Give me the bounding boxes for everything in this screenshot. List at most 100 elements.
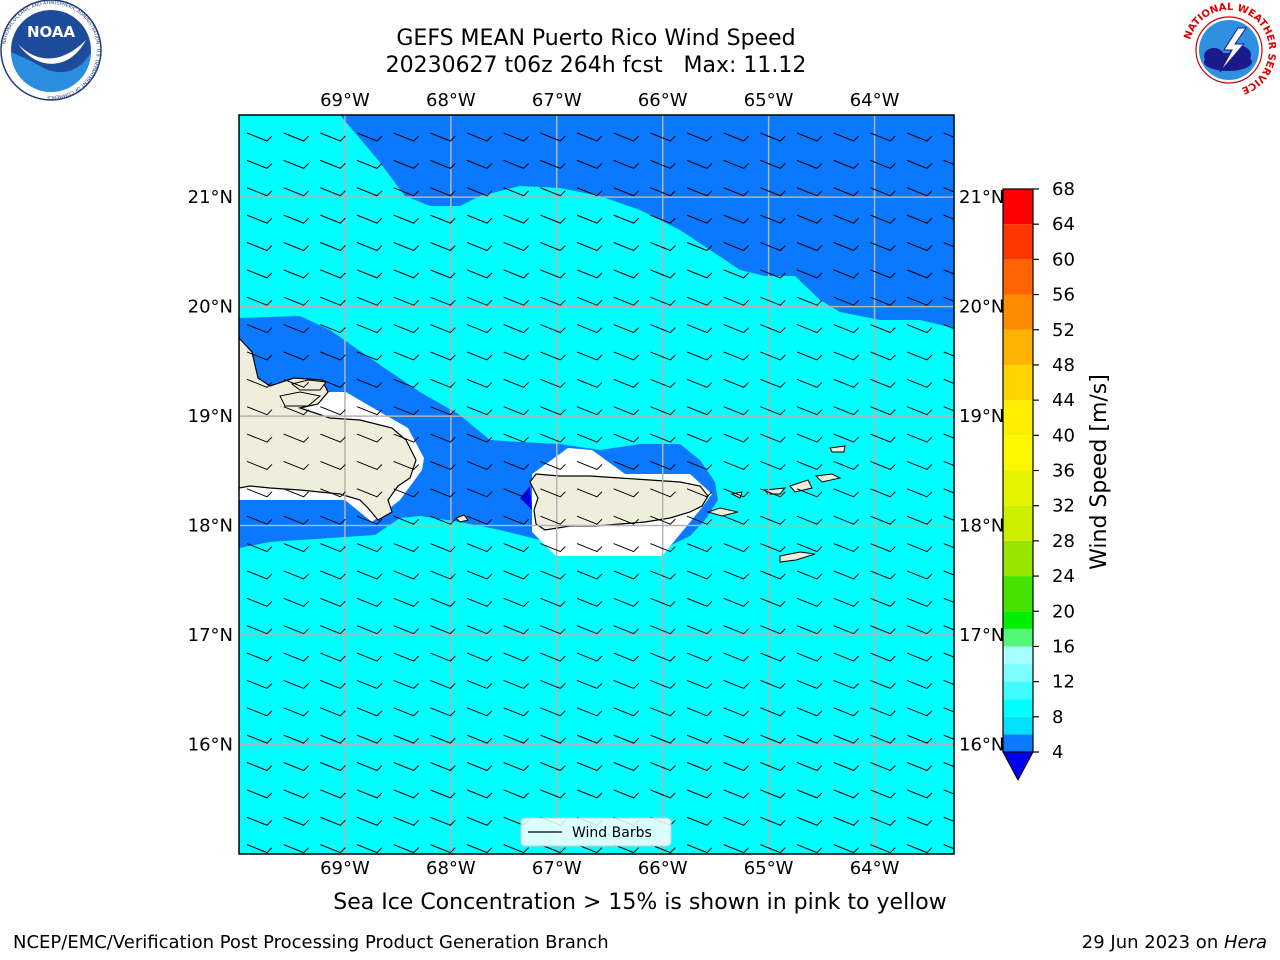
wind-barb: [320, 406, 346, 416]
wind-barb: [430, 789, 456, 799]
wind-barb: [246, 433, 273, 443]
map-title: GEFS MEAN Puerto Rico Wind Speed: [396, 26, 796, 51]
wind-barb: [796, 242, 823, 252]
wind-barbs-legend: Wind Barbs: [520, 817, 672, 847]
noaa-logo-icon: NOAA NATIONAL OCEANIC AND ATMOSPHERIC AD…: [0, 0, 102, 101]
wind-barb: [943, 488, 954, 494]
wind-barb: [356, 324, 383, 334]
lon-label-top: 65°W: [744, 90, 794, 111]
wind-barb: [796, 597, 823, 607]
wind-barb: [503, 570, 530, 580]
wind-barb: [430, 378, 456, 388]
wind-barb: [650, 488, 676, 498]
date-text: 29 Jun 2023 on: [1081, 932, 1224, 953]
wind-barb: [796, 159, 823, 169]
wind-barb: [540, 789, 566, 799]
wind-barb: [540, 679, 566, 689]
wind-barb: [320, 378, 346, 388]
wind-barb: [870, 378, 896, 388]
wind-barb: [760, 844, 786, 854]
wind-barb: [760, 570, 786, 580]
wind-barb: [833, 515, 860, 525]
wind-barb: [466, 324, 493, 334]
wind-barb: [356, 296, 383, 306]
wind-barb: [283, 789, 310, 799]
wind-barb: [576, 707, 603, 717]
lon-label-bottom: 68°W: [426, 858, 476, 879]
wind-barb: [356, 132, 383, 142]
wind-barb: [833, 433, 860, 443]
wind-barb: [540, 844, 566, 854]
wind-barb: [576, 132, 603, 142]
wind-barb: [430, 570, 456, 580]
wind-barb: [686, 242, 713, 252]
wind-barb: [540, 652, 566, 662]
wind-barb: [283, 543, 310, 553]
wind-barb: [613, 625, 640, 635]
wind-barb: [650, 159, 676, 169]
wind-barb: [833, 543, 860, 553]
wind-barb: [503, 543, 530, 553]
wind-barb: [650, 406, 676, 416]
wind-barb: [870, 132, 896, 142]
wind-barb: [320, 679, 346, 689]
wind-barb: [943, 570, 954, 576]
wind-barb: [686, 351, 713, 361]
wind-barb: [833, 242, 860, 252]
wind-barb: [576, 324, 603, 334]
wind-barb: [540, 296, 566, 306]
wind-barb: [466, 433, 493, 443]
wind-barb: [613, 187, 640, 197]
wind-barb: [943, 433, 954, 439]
wind-barb: [576, 543, 603, 553]
wind-barb: [576, 159, 603, 169]
wind-barb: [503, 734, 530, 744]
nws-logo-icon: NATIONAL WEATHER SERVICE: [1182, 2, 1277, 97]
wind-barb: [576, 762, 603, 772]
wind-barb: [540, 488, 566, 498]
wind-barb: [283, 652, 310, 662]
lon-label-top: 64°W: [850, 90, 900, 111]
wind-barb: [796, 625, 823, 635]
wind-barb: [246, 460, 273, 471]
lat-label-left: 17°N: [188, 625, 233, 646]
wind-barb: [246, 296, 273, 306]
wind-barb: [760, 679, 786, 689]
wind-barb: [833, 570, 860, 580]
wind-barb: [540, 543, 566, 553]
wind-barb: [503, 187, 530, 197]
wind-barb: [906, 460, 933, 471]
wind-barb: [393, 844, 420, 854]
wind-barb: [466, 159, 493, 169]
wind-barb: [796, 488, 823, 498]
wind-barb: [870, 242, 896, 252]
wind-barb: [796, 214, 823, 224]
axis-labels: 69°W 69°W 68°W 68°W 67°W 67°W 66°W 66°W 65°W 65°W…: [188, 90, 1005, 879]
wind-barb: [576, 488, 603, 498]
wind-barb: [796, 378, 823, 388]
wind-barb: [320, 214, 346, 224]
wind-barb: [650, 433, 676, 443]
wind-barb: [320, 762, 346, 772]
wind-barb: [723, 789, 750, 799]
wind-barb: [466, 515, 493, 525]
wind-barb: [356, 625, 383, 635]
wind-barb: [430, 652, 456, 662]
wind-barb: [796, 406, 823, 416]
wind-barb: [650, 324, 676, 334]
wind-barb: [686, 378, 713, 388]
wind-barb: [613, 214, 640, 224]
wind-barb: [906, 515, 933, 525]
wind-barb: [246, 378, 273, 388]
wind-barb: [686, 789, 713, 799]
wind-barb: [906, 378, 933, 388]
lat-label-left: 16°N: [188, 735, 233, 756]
wind-barb: [320, 460, 346, 471]
wind-barb: [393, 324, 420, 334]
wind-barb: [796, 789, 823, 799]
wind-barb: [356, 406, 383, 416]
wind-barb: [833, 269, 860, 279]
wind-barb: [650, 351, 676, 361]
wind-barb: [906, 406, 933, 416]
wind-barb: [576, 378, 603, 388]
